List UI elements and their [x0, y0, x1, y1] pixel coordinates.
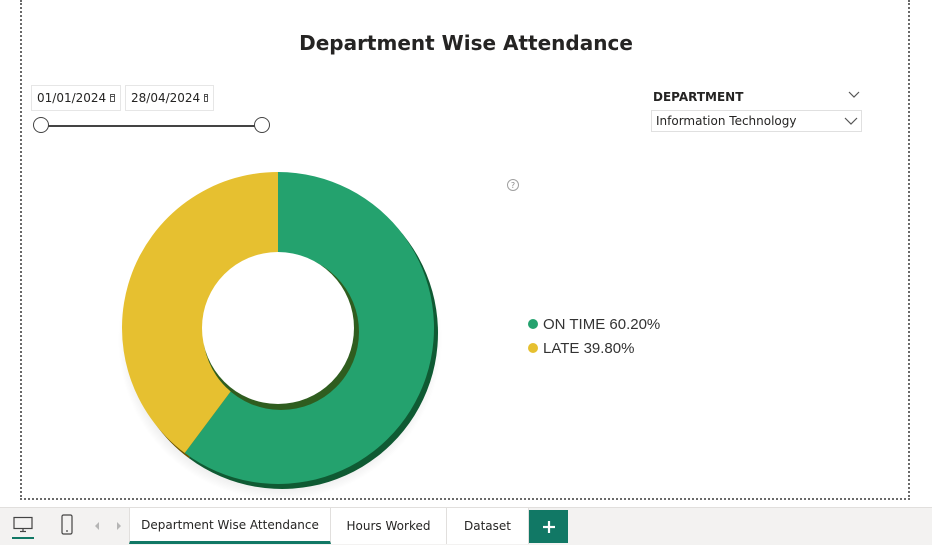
calendar-icon[interactable]	[204, 94, 208, 102]
chevron-right-icon[interactable]	[115, 521, 123, 531]
tab-dataset[interactable]: Dataset	[447, 508, 529, 544]
donut-hole	[202, 252, 354, 404]
tab-department-wise-attendance[interactable]: Department Wise Attendance	[129, 508, 331, 544]
report-canvas	[20, 0, 910, 500]
add-page-button[interactable]	[529, 510, 568, 543]
phone-icon[interactable]	[60, 514, 74, 536]
date-range-slider-track[interactable]	[41, 125, 263, 127]
department-selected-value: Information Technology	[656, 114, 797, 128]
calendar-icon[interactable]	[110, 94, 115, 102]
end-date-input[interactable]: 28/04/2024	[125, 85, 214, 111]
start-date-input[interactable]: 01/01/2024	[31, 85, 121, 111]
legend-label-late: LATE 39.80%	[543, 339, 635, 357]
tab-label: Hours Worked	[346, 519, 431, 533]
help-icon[interactable]: ?	[507, 179, 519, 191]
plus-icon	[542, 520, 555, 533]
chevron-down-icon[interactable]	[848, 89, 860, 99]
on-time-dot-icon	[528, 319, 538, 329]
legend-item-late[interactable]: LATE 39.80%	[528, 336, 660, 360]
legend-item-on-time[interactable]: ON TIME 60.20%	[528, 312, 660, 336]
department-slicer-label: DEPARTMENT	[653, 90, 744, 104]
date-range-end-handle[interactable]	[254, 117, 270, 133]
chevron-down-icon[interactable]	[844, 116, 858, 126]
page-tab-bar: Department Wise Attendance Hours Worked …	[0, 507, 932, 545]
desktop-icon[interactable]	[12, 516, 34, 534]
chevron-left-icon[interactable]	[93, 521, 101, 531]
attendance-donut-chart	[118, 172, 442, 500]
end-date-value: 28/04/2024	[131, 91, 201, 105]
tab-label: Dataset	[464, 519, 511, 533]
department-dropdown[interactable]: Information Technology	[651, 110, 862, 132]
report-title: Department Wise Attendance	[299, 31, 633, 55]
legend-label-on-time: ON TIME 60.20%	[543, 315, 661, 333]
chart-legend: ON TIME 60.20% LATE 39.80%	[528, 312, 660, 360]
tab-hours-worked[interactable]: Hours Worked	[331, 508, 447, 544]
tab-label: Department Wise Attendance	[141, 517, 319, 532]
donut-slice-late[interactable]	[121, 172, 279, 454]
start-date-value: 01/01/2024	[37, 91, 107, 105]
desktop-view-indicator	[12, 537, 34, 539]
late-dot-icon	[528, 343, 538, 353]
date-range-start-handle[interactable]	[33, 117, 49, 133]
